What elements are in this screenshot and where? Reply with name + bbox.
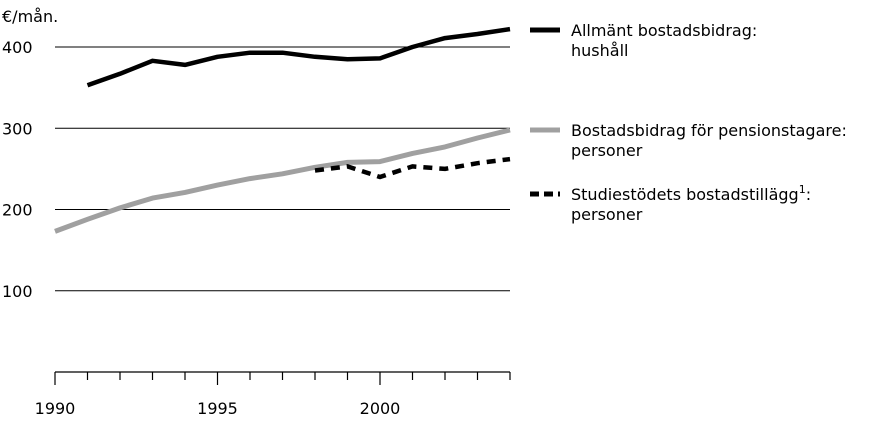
legend-label-text: Bostadsbidrag för pensionstagare:: [571, 121, 847, 140]
series-lines: [54, 26, 511, 234]
legend-label-studie: Studiestödets bostadstillägg1:: [571, 183, 811, 204]
legend-label-allmant: Allmänt bostadsbidrag:: [571, 21, 757, 40]
legend-suffix: :: [806, 185, 811, 204]
legend-label-text: Studiestödets bostadstillägg: [571, 185, 799, 204]
series-line-studie: [314, 156, 511, 180]
y-tick-label: 400: [2, 38, 33, 57]
y-tick-labels: 100 200 300 400: [2, 38, 33, 301]
legend-label-text: personer: [571, 205, 643, 224]
legend-label-text: hushåll: [571, 41, 628, 60]
legend-label-pension: personer: [571, 141, 643, 160]
legend-label-text: personer: [571, 141, 643, 160]
series-line-allmant: [86, 26, 511, 88]
legend-label-allmant: hushåll: [571, 41, 628, 60]
legend-label-studie: personer: [571, 205, 643, 224]
legend: Allmänt bostadsbidrag:hushåll Bostadsbidr…: [530, 21, 847, 224]
series-line-pension: [54, 127, 511, 234]
y-axis-label: €/mån.: [2, 7, 58, 26]
y-tick-label: 200: [2, 201, 33, 220]
x-axis: 1990 1995 2000: [35, 371, 511, 418]
x-tick-label: 1995: [197, 399, 238, 418]
x-tick-label: 2000: [360, 399, 401, 418]
legend-label-text: Allmänt bostadsbidrag:: [571, 21, 757, 40]
legend-superscript: 1: [799, 183, 806, 196]
y-tick-label: 100: [2, 282, 33, 301]
legend-label-pension: Bostadsbidrag för pensionstagare:: [571, 121, 847, 140]
gridlines: [55, 46, 510, 292]
x-tick-label: 1990: [35, 399, 76, 418]
y-tick-label: 300: [2, 119, 33, 138]
